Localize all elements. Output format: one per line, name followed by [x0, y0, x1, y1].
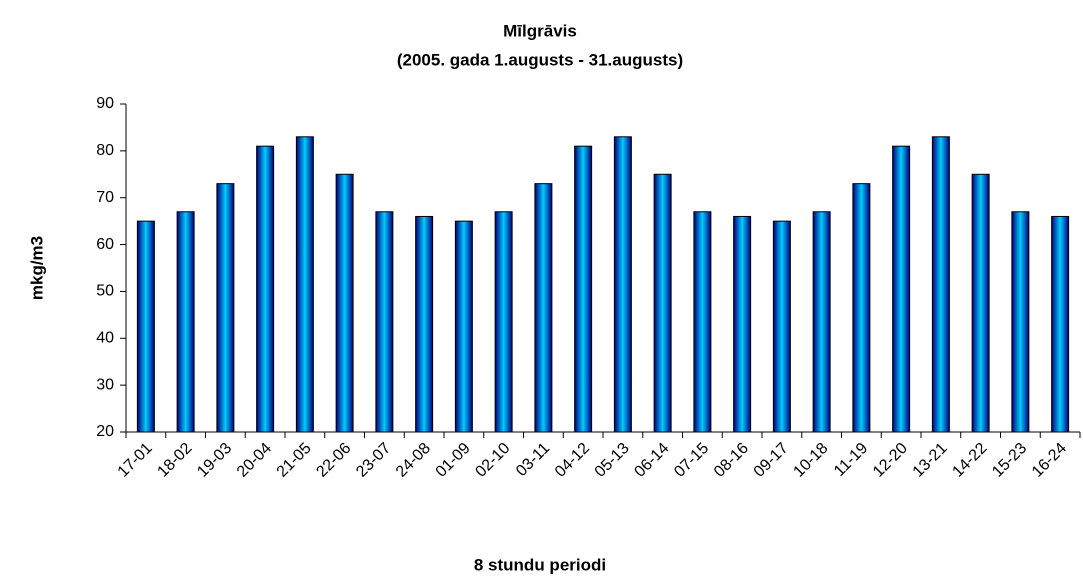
bar: [136, 220, 155, 433]
bar: [733, 215, 752, 433]
y-axis-label: mkg/m3: [27, 236, 46, 300]
bar: [256, 145, 275, 433]
bar: [931, 136, 950, 433]
x-tick-label: 23-07: [353, 440, 394, 481]
chart-title: Mīlgrāvis: [503, 21, 577, 40]
x-tick-label: 01-09: [433, 440, 474, 481]
x-tick-label: 19-03: [194, 440, 235, 481]
x-tick-label: 06-14: [631, 440, 672, 481]
bar: [852, 183, 871, 433]
x-tick-label: 09-17: [751, 440, 792, 481]
bar: [534, 183, 553, 433]
x-tick-label: 24-08: [393, 440, 434, 481]
x-tick-label: 05-13: [592, 440, 633, 481]
x-tick-label: 16-24: [1029, 440, 1070, 481]
x-tick-label: 22-06: [313, 440, 354, 481]
bar: [1051, 215, 1070, 433]
y-tick-label: 50: [96, 283, 114, 300]
bar: [375, 211, 394, 433]
bar: [335, 173, 354, 433]
bar: [454, 220, 473, 433]
x-tick-label: 04-12: [552, 440, 593, 481]
bar: [574, 145, 593, 433]
bar: [693, 211, 712, 433]
y-tick-label: 80: [96, 142, 114, 159]
bar: [812, 211, 831, 433]
bar: [295, 136, 314, 433]
bar: [1011, 211, 1030, 433]
bar: [415, 215, 434, 433]
x-tick-label: 13-21: [910, 440, 951, 481]
x-tick-label: 11-19: [831, 440, 871, 480]
bar: [494, 211, 513, 433]
x-tick-label: 21-05: [274, 440, 315, 481]
x-tick-label: 14-22: [949, 440, 990, 481]
bar: [971, 173, 990, 433]
x-tick-label: 07-15: [671, 440, 712, 481]
x-tick-label: 18-02: [154, 440, 195, 481]
y-tick-label: 20: [96, 423, 114, 440]
bar: [772, 220, 791, 433]
chart-subtitle: (2005. gada 1.augusts - 31.augusts): [397, 50, 683, 69]
bar: [653, 173, 672, 433]
y-tick-label: 90: [96, 95, 114, 112]
x-tick-label: 03-11: [513, 440, 553, 480]
x-tick-label: 02-10: [472, 440, 513, 481]
y-tick-label: 70: [96, 189, 114, 206]
bar: [176, 211, 195, 433]
x-tick-label: 15-23: [989, 440, 1030, 481]
x-tick-label: 08-16: [711, 440, 752, 481]
bar: [892, 145, 911, 433]
x-tick-label: 10-18: [790, 440, 831, 481]
x-tick-label: 12-20: [870, 440, 911, 481]
y-tick-label: 30: [96, 376, 114, 393]
bar: [613, 136, 632, 433]
x-axis-label: 8 stundu periodi: [474, 555, 606, 574]
y-tick-label: 60: [96, 236, 114, 253]
x-tick-label: 17-01: [115, 440, 156, 481]
y-tick-label: 40: [96, 330, 114, 347]
bar: [216, 183, 235, 433]
x-tick-label: 20-04: [234, 440, 275, 481]
